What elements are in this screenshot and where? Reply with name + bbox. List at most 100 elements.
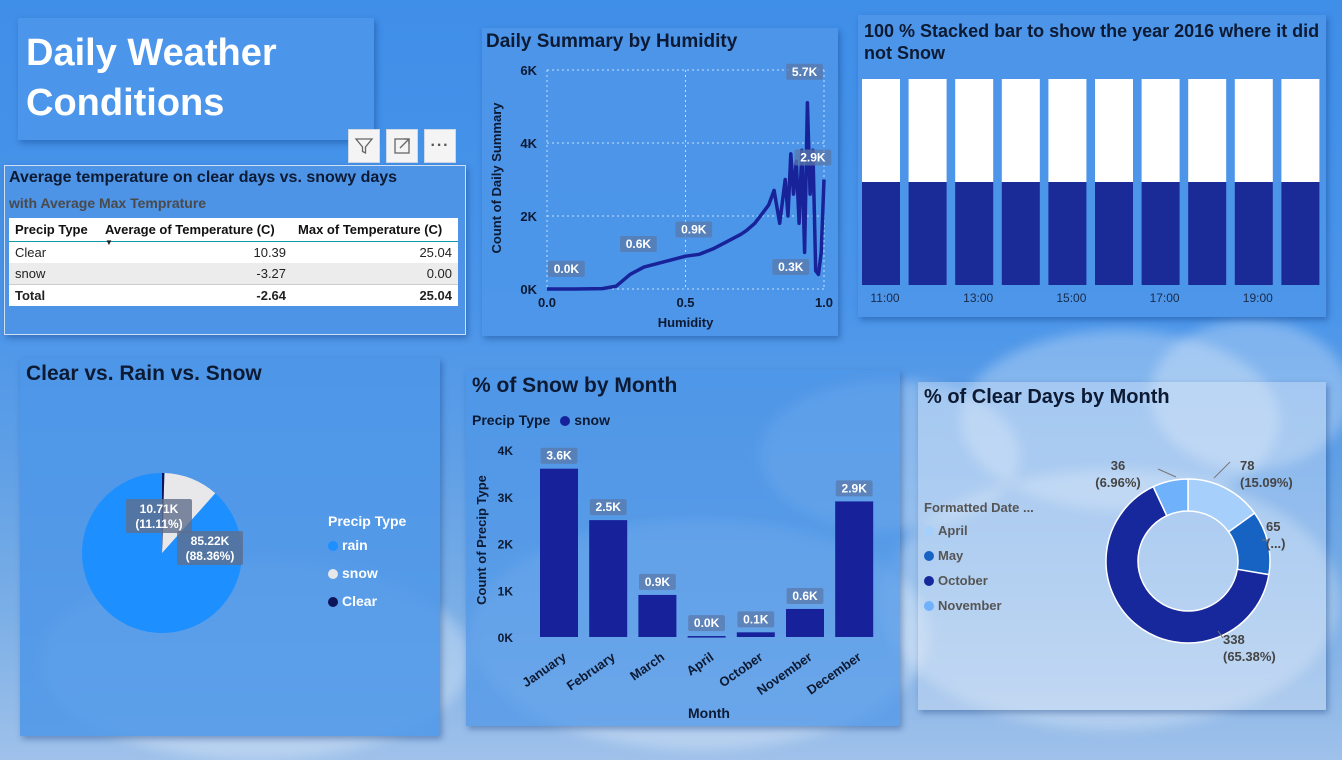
x-tick-label: January [519, 649, 569, 690]
leader-line [1217, 630, 1224, 639]
data-label-bg [589, 499, 627, 516]
legend-label: April [938, 523, 968, 538]
donut-slice-November [1152, 478, 1189, 517]
data-label-bg [540, 447, 578, 464]
data-label: 85.22K [191, 534, 230, 548]
donut-legend: Formatted Date ... April May October Nov… [924, 500, 1034, 613]
column-header[interactable]: Precip Type [9, 218, 99, 242]
x-tick-label: April [683, 649, 716, 678]
stacked-bar-segment [1001, 79, 1040, 182]
data-label: 0.3K [778, 260, 804, 274]
table-row[interactable]: Clear 10.39 25.04 [9, 242, 458, 264]
data-label: 0.6K [792, 589, 818, 603]
table-cell: -2.64 [256, 288, 287, 303]
y-tick-label: 4K [520, 136, 537, 151]
y-tick-label: 1K [498, 584, 514, 598]
y-axis-label: Count of Daily Summary [489, 102, 504, 254]
data-label-bg [126, 499, 192, 533]
data-label-bg [675, 221, 713, 238]
table-title: Average temperature on clear days vs. sn… [9, 169, 398, 186]
table-cell: Clear [15, 245, 47, 260]
column-header[interactable]: Max of Temperature (C) [292, 218, 458, 242]
x-tick-label: November [754, 649, 815, 698]
legend-label[interactable]: snow [574, 412, 610, 428]
data-label: 78 [1240, 458, 1254, 473]
snow-bar [687, 636, 726, 638]
snow-bar-chart[interactable]: 0K 1K 2K 3K 4K 3.6K January 2.5K February 0.9K Mar… [466, 370, 900, 726]
dashboard-title: Daily Weather Conditions [26, 32, 277, 124]
clear-chart-title: % of Clear Days by Month [924, 386, 1170, 408]
legend-item-rain[interactable]: rain [328, 537, 368, 553]
stacked-bar-segment [1048, 182, 1087, 285]
legend-item-clear[interactable]: Clear [328, 593, 377, 609]
legend-item-snow[interactable]: snow [328, 565, 378, 581]
sort-arrow-icon: ▼ [105, 238, 113, 247]
data-label-bg [639, 573, 676, 590]
y-tick-label: 0K [520, 282, 537, 297]
stacked-bar-chart[interactable]: 11:00 13:00 15:00 17:00 19:00 [858, 15, 1326, 317]
data-label: 5.7K [792, 65, 818, 79]
y-axis-label: Count of Precip Type [474, 475, 489, 605]
snow-bar [736, 632, 775, 637]
stacked-bar-title: 100 % Stacked bar to show the year 2016 … [864, 21, 1320, 63]
x-tick-label: 11:00 [870, 291, 899, 305]
donut-slice-October [1105, 485, 1270, 644]
legend-item-may[interactable]: May [924, 548, 1034, 563]
x-axis-label: Month [688, 705, 730, 721]
data-label: (11.11%) [135, 517, 182, 531]
table-cell: -3.27 [256, 266, 287, 281]
data-label-bg [772, 259, 810, 276]
snow-bar [835, 501, 874, 637]
pie-chart-title: Clear vs. Rain vs. Snow [26, 362, 262, 385]
data-label: 65 [1266, 519, 1280, 534]
column-header[interactable]: Average of Temperature (C) [98, 218, 293, 242]
data-label: 2.9K [842, 481, 868, 495]
y-tick-label: 2K [520, 209, 537, 224]
data-label: 0.9K [645, 575, 671, 589]
snow-bar [540, 468, 578, 637]
legend-dot-icon [924, 526, 934, 536]
stacked-bar-segment [1001, 182, 1040, 285]
clear-donut-chart[interactable]: 78 (15.09%) 65 (...) 338 (65.38%) 36 (6.96%) [918, 382, 1326, 710]
x-tick-label: 17:00 [1150, 291, 1180, 305]
stacked-bar-segment [1234, 182, 1273, 285]
legend-item-november[interactable]: November [924, 598, 1034, 613]
clear-month-card: % of Clear Days by Month Formatted Date … [918, 382, 1326, 710]
y-tick-label: 3K [498, 491, 514, 505]
precip-pie-chart[interactable]: 85.22K(88.36%) 10.71K(11.11%) [20, 358, 440, 736]
data-label-bg [688, 615, 725, 632]
snow-legend: Precip Type snow [472, 412, 610, 428]
more-options-button[interactable]: ··· [424, 129, 456, 163]
data-label: 338 [1223, 632, 1245, 647]
data-label-bg [620, 236, 657, 253]
stacked-bar-segment [955, 182, 994, 285]
legend-title: Precip Type [472, 412, 551, 428]
stacked-bar-segment [1234, 79, 1273, 182]
stacked-bar-segment [862, 79, 900, 182]
table-cell: 10.39 [253, 245, 287, 260]
table-cell: snow [15, 266, 46, 281]
stacked-bar-segment [1188, 79, 1227, 182]
x-tick-label: 13:00 [963, 291, 993, 305]
data-label-bg [786, 63, 824, 80]
stacked-bar-segment [955, 79, 994, 182]
stacked-bar-segment [1095, 79, 1133, 182]
stacked-bar-segment [1048, 79, 1087, 182]
snow-bar [786, 608, 824, 637]
table-row[interactable]: snow -3.27 0.00 [9, 263, 458, 285]
table-cell: 25.04 [419, 245, 452, 260]
data-label-bg [794, 149, 832, 166]
focus-mode-icon[interactable] [386, 129, 418, 163]
legend-item-april[interactable]: April [924, 523, 1034, 538]
snow-bar [638, 594, 677, 637]
legend-item-october[interactable]: October [924, 573, 1034, 588]
humidity-line-chart[interactable]: 0K 2K 4K 6K 0.0 0.5 1.0 Humidity Count of Daily … [482, 28, 838, 336]
x-tick-label: 1.0 [815, 295, 833, 310]
legend-label: Clear [342, 593, 378, 609]
legend-label: May [938, 548, 964, 563]
stacked-bar-segment [1188, 182, 1227, 285]
stacked-bar-card: 100 % Stacked bar to show the year 2016 … [858, 15, 1326, 317]
legend-dot-icon [560, 416, 571, 426]
filter-icon[interactable] [348, 129, 380, 163]
x-tick-label: 15:00 [1056, 291, 1086, 305]
